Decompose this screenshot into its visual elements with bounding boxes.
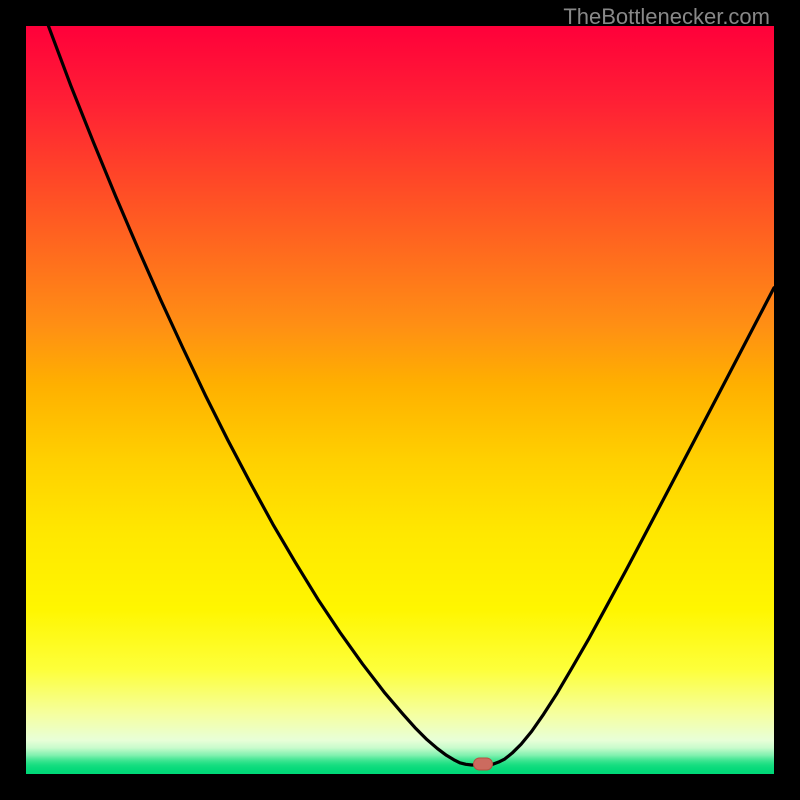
- chart-container: { "canvas": { "width": 800, "height": 80…: [0, 0, 800, 800]
- plot-area: [26, 26, 774, 774]
- optimum-marker: [473, 758, 493, 771]
- curve-path: [48, 26, 774, 765]
- optimum-marker-pill: [474, 758, 493, 770]
- frame-left: [0, 0, 26, 800]
- watermark-text: TheBottlenecker.com: [563, 4, 770, 30]
- frame-right: [774, 0, 800, 800]
- bottleneck-curve: [26, 26, 774, 774]
- frame-bottom: [0, 774, 800, 800]
